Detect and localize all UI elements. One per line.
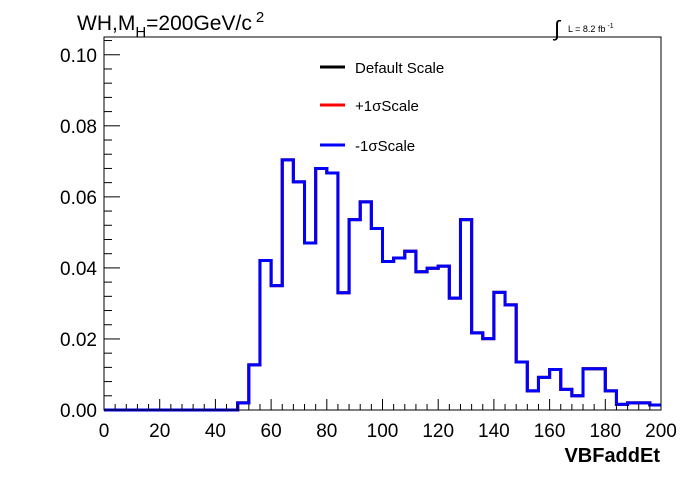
x-tick-label: 20 xyxy=(149,421,170,442)
lumi-label: L = 8.2 fb -1 xyxy=(568,23,614,34)
x-tick-label: 40 xyxy=(205,421,226,442)
y-tick-label: 0.06 xyxy=(60,188,97,209)
x-tick-label: 60 xyxy=(261,421,282,442)
y-tick-label: 0.08 xyxy=(60,117,97,138)
x-tick-label: 120 xyxy=(422,421,454,442)
legend-label: -1σScale xyxy=(355,138,415,155)
legend-label: +1σScale xyxy=(355,98,419,115)
lumi-label-superscript: -1 xyxy=(607,23,613,30)
y-tick-label: 0.02 xyxy=(60,330,97,351)
lumi-label-text: L = 8.2 fb xyxy=(568,24,605,34)
lumi-integral-sign: ∫ xyxy=(552,16,562,41)
chart-title-superscript: 2 xyxy=(256,9,264,26)
x-axis-label: VBFaddEt xyxy=(564,445,660,467)
series-3-group xyxy=(104,158,661,412)
chart-title: WH,MH=200GeV/c 2 xyxy=(77,9,264,41)
axis-layer: 0 20 40 60 80 100 120 140 160 180 200 0.00 0.02 0.04 0… xyxy=(60,36,677,442)
y-tick-label: 0.00 xyxy=(60,401,97,422)
y-tick-label: 0.04 xyxy=(60,259,97,280)
chart-title-subscript: H xyxy=(135,24,146,41)
x-tick-label: 200 xyxy=(645,421,677,442)
legend-label: Default Scale xyxy=(355,60,444,77)
x-tick-label: 0 xyxy=(99,421,110,442)
y-tick-label: 0.10 xyxy=(60,46,97,67)
chart-title-main: WH,M xyxy=(77,12,135,35)
x-tick-label: 100 xyxy=(367,421,399,442)
x-tick-label: 80 xyxy=(316,421,337,442)
chart-title-rest: =200GeV/c xyxy=(146,12,252,35)
x-tick-label: 180 xyxy=(589,421,621,442)
series-layer xyxy=(104,158,661,412)
x-tick-label: 160 xyxy=(534,421,566,442)
legend: Default Scale +1σScale -1σScale xyxy=(320,60,444,155)
series-3-line xyxy=(104,158,661,412)
x-tick-label: 140 xyxy=(478,421,510,442)
